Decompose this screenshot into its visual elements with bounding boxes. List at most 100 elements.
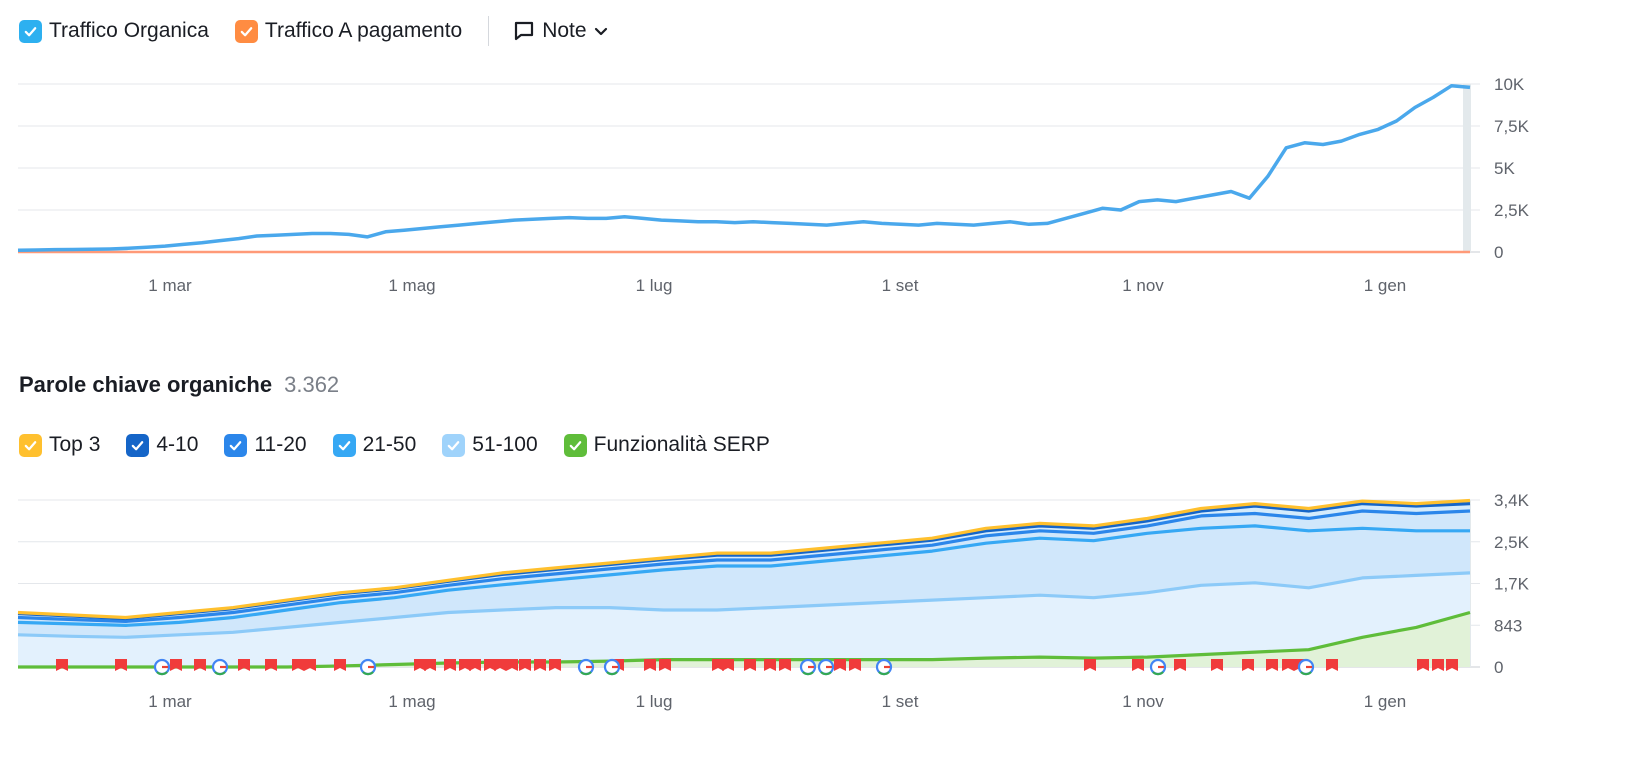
google-update-icon[interactable] [359,658,377,676]
note-flag-icon[interactable] [744,659,756,671]
legend-label: Funzionalità SERP [593,433,770,456]
note-flag-icon[interactable] [444,659,456,671]
checkbox-paid-traffic[interactable] [234,19,258,43]
google-update-icon[interactable] [799,658,817,676]
note-flag-icon[interactable] [549,659,561,671]
series-line-top3[interactable] [17,498,1471,620]
series-line-organic[interactable] [17,83,1471,253]
note-flag-icon[interactable] [1417,659,1429,671]
checkbox-51-100[interactable] [442,433,466,457]
note-flag-icon[interactable] [292,659,304,671]
traffic-chart[interactable]: 10K 7,5K 5K 2,5K 0 1 mar 1 mag 1 lug 1 set 1 nov 1… [0,0,1636,320]
note-flag-icon[interactable] [849,659,861,671]
note-flag-icon[interactable] [506,659,518,671]
google-update-icon[interactable] [1149,658,1167,676]
note-flag-icon[interactable] [265,659,277,671]
note-flag-icon[interactable] [304,659,316,671]
note-flag-icon[interactable] [459,659,471,671]
y-tick-label: 0 [1494,658,1503,677]
checkbox-4-10[interactable] [126,433,150,457]
note-flag-icon[interactable] [334,659,346,671]
note-flag-icon[interactable] [115,659,127,671]
google-update-icon[interactable] [1297,658,1315,676]
checkbox-organic-traffic[interactable] [19,19,42,43]
note-label: Note [542,19,587,42]
checkbox-11-20[interactable] [224,433,248,457]
legend-11-20[interactable]: 11-20 [224,433,307,457]
google-update-icon[interactable] [875,658,893,676]
note-flag-icon[interactable] [1282,659,1294,671]
note-flag-icon[interactable] [424,659,436,671]
y-tick-label: 843 [1494,616,1522,635]
note-flag-icon[interactable] [414,659,426,671]
note-flag-icon[interactable] [712,659,724,671]
x-tick-label: 1 mag [388,276,435,295]
check-icon [338,440,350,450]
y-tick-label: 2,5K [1494,533,1530,552]
legend-4-10[interactable]: 4-10 [126,433,198,457]
legend-label: 4-10 [156,433,199,456]
note-flag-icon[interactable] [56,659,68,671]
legend-top3[interactable]: Top 3 [19,433,100,457]
x-tick-label: 1 gen [1364,276,1407,295]
note-flag-icon[interactable] [1132,659,1144,671]
legend-label: Top 3 [49,433,101,456]
series-line-51-100[interactable] [17,571,1471,639]
note-flag-icon[interactable] [779,659,791,671]
note-flag-icon[interactable] [469,659,481,671]
check-icon [24,440,37,450]
checkbox-21-50[interactable] [332,433,356,457]
note-flag-icon[interactable] [1326,659,1338,671]
legend-paid-traffic[interactable]: Traffico A pagamento [234,19,463,43]
check-icon [569,440,581,450]
google-update-icon[interactable] [577,658,595,676]
google-update-icon[interactable] [603,658,621,676]
note-flag-icon[interactable] [659,659,671,671]
legend-21-50[interactable]: 21-50 [332,433,416,457]
note-flag-icon[interactable] [170,659,182,671]
note-flag-icon[interactable] [238,659,250,671]
note-flag-icon[interactable] [1174,659,1186,671]
y-tick-label: 2,5K [1494,201,1530,220]
note-flag-icon[interactable] [1242,659,1254,671]
note-flag-icon[interactable] [764,659,776,671]
note-flag-icon[interactable] [194,659,206,671]
x-tick-label: 1 gen [1364,692,1407,711]
note-flag-icon[interactable] [1084,659,1096,671]
note-flag-icon[interactable] [722,659,734,671]
google-update-icon[interactable] [153,658,171,676]
checkbox-top3[interactable] [19,433,42,457]
note-flag-icon[interactable] [644,659,656,671]
legend-serp-features[interactable]: Funzionalità SERP [563,433,770,457]
x-tick-label: 1 mar [148,276,192,295]
note-flag-icon[interactable] [1446,659,1458,671]
x-tick-label: 1 mag [388,692,435,711]
note-dropdown-button[interactable]: Note [513,19,608,43]
note-flag-icon[interactable] [1432,659,1444,671]
check-icon [24,26,37,36]
legend-label: Traffico A pagamento [264,19,463,42]
keywords-legend: Top 3 4-10 11-20 21-50 51-100 Funzionali… [19,433,796,457]
comment-icon [513,20,535,42]
note-flag-icon[interactable] [1211,659,1223,671]
x-tick-label: 1 lug [636,692,673,711]
legend-organic-traffic[interactable]: Traffico Organica [19,19,209,43]
note-flag-icon[interactable] [1266,659,1278,671]
legend-51-100[interactable]: 51-100 [442,433,538,457]
series-line-11-20[interactable] [17,509,1471,623]
y-tick-label: 1,7K [1494,575,1530,594]
note-flag-icon[interactable] [494,659,506,671]
note-flag-icon[interactable] [834,659,846,671]
current-period-band [1463,84,1471,252]
note-flag-icon[interactable] [484,659,496,671]
note-flag-icon[interactable] [519,659,531,671]
note-flag-icon[interactable] [534,659,546,671]
checkbox-serp-features[interactable] [563,433,587,457]
google-update-icon[interactable] [817,658,835,676]
series-line-21-50[interactable] [17,524,1470,627]
y-tick-label: 7,5K [1494,117,1530,136]
section-title: Parole chiave organiche [19,372,273,397]
keywords-count: 3.362 [284,372,340,397]
google-update-icon[interactable] [211,658,229,676]
